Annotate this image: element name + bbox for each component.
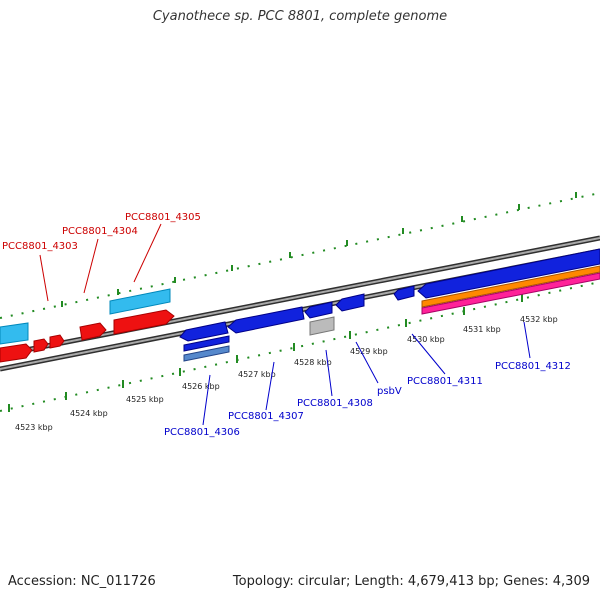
forward-label-leaders (39, 223, 162, 302)
scale-dotted-track (0, 281, 600, 412)
gene-feature-light-blue (109, 288, 171, 315)
genome-summary-text: Topology: circular; Length: 4,679,413 bp… (232, 574, 590, 589)
scale-label: 4529 kbp (350, 347, 388, 356)
scale-label: 4525 kbp (126, 395, 164, 404)
gene-feature-blue (417, 248, 600, 299)
scale-label: 4532 kbp (520, 315, 558, 324)
gene-feature-steel-blue (183, 345, 230, 362)
gene-feature-blue (335, 293, 365, 312)
map-title: Cyanothece sp. PCC 8801, complete genome (152, 9, 448, 24)
scale-label: 4527 kbp (238, 370, 276, 379)
gene-label: PCC8801_4304 (62, 226, 138, 237)
gene-label: PCC8801_4305 (125, 212, 201, 223)
gene-feature-gray (309, 316, 335, 336)
scale-label: 4530 kbp (407, 335, 445, 344)
scale-label: 4531 kbp (463, 325, 501, 334)
gene-feature-pink (421, 272, 600, 315)
scale-label: 4523 kbp (15, 423, 53, 432)
gene-feature-blue (304, 301, 333, 319)
gene-feature-red (113, 309, 175, 335)
gene-label: PCC8801_4306 (164, 427, 240, 438)
gene-feature-blue (183, 335, 230, 352)
scale-label: 4526 kbp (182, 382, 220, 391)
gene-feature-red (79, 322, 107, 341)
accession-text: Accession: NC_011726 (8, 574, 156, 589)
gene-label: PCC8801_4303 (2, 241, 78, 252)
scale-label: 4528 kbp (294, 358, 332, 367)
gene-label: PCC8801_4307 (228, 411, 304, 422)
scale-major-ticks (8, 294, 523, 412)
gene-feature-red (49, 334, 65, 349)
gene-feature-red (33, 338, 49, 353)
gene-feature-blue (179, 321, 229, 342)
forward-major-ticks (61, 192, 577, 307)
forward-gene-features (0, 288, 175, 363)
reverse-label-leaders (202, 321, 531, 426)
gene-label: PCC8801_4311 (407, 376, 483, 387)
gene-feature-blue (227, 306, 305, 334)
scale-label: 4524 kbp (70, 409, 108, 418)
gene-feature-light-blue (0, 322, 29, 345)
gene-feature-orange (421, 265, 600, 308)
gene-label: PCC8801_4308 (297, 398, 373, 409)
gene-label: psbV (377, 386, 402, 397)
gene-feature-blue (393, 285, 415, 301)
reverse-gene-features (179, 248, 600, 362)
gene-feature-red (0, 343, 33, 363)
gene-label: PCC8801_4312 (495, 361, 571, 372)
